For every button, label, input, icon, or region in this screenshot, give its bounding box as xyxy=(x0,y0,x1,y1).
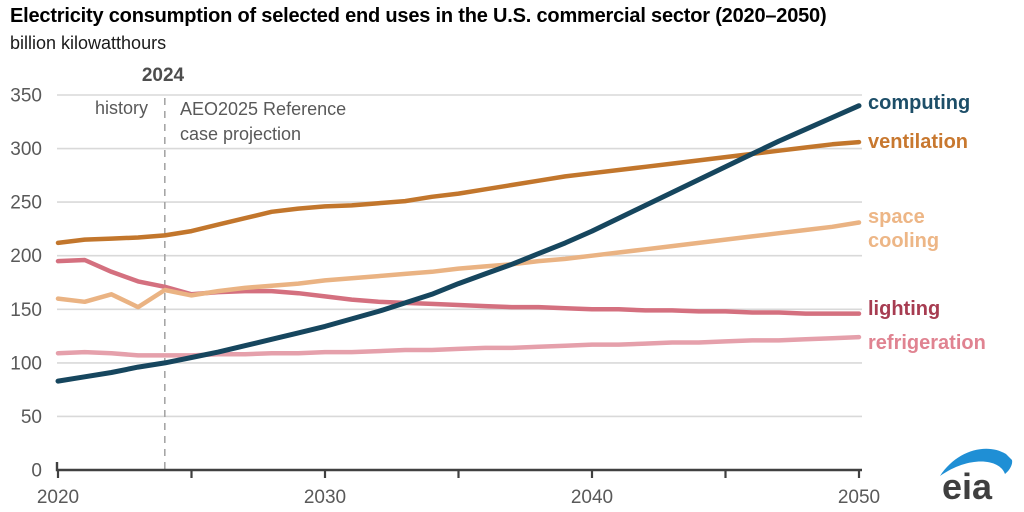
y-tick-label-250: 250 xyxy=(10,193,42,214)
y-tick-label-100: 100 xyxy=(10,353,42,374)
y-tick-label-50: 50 xyxy=(21,407,42,428)
x-tick-label-2040: 2040 xyxy=(571,487,613,508)
chart-title: Electricity consumption of selected end … xyxy=(10,5,827,27)
x-tick-label-2020: 2020 xyxy=(37,487,79,508)
series-line-computing xyxy=(55,103,862,384)
y-tick-label-0: 0 xyxy=(31,461,42,482)
projection-case-label: AEO2025 Reference case projection xyxy=(180,97,346,147)
series-label-line: ventilation xyxy=(868,131,969,154)
series-label-line: lighting xyxy=(868,297,941,320)
series-label-line: cooling xyxy=(868,229,940,252)
eia-logo-text: eia xyxy=(942,466,993,506)
chart-subtitle: billion kilowatthours xyxy=(10,33,167,53)
series-label-line: computing xyxy=(868,91,971,114)
series-label-computing: computing xyxy=(868,91,970,115)
series-line-space-cooling xyxy=(55,220,862,310)
eia-logo-swoosh xyxy=(940,448,1013,476)
series-line-ventilation xyxy=(55,139,862,246)
projection-label-line1: AEO2025 Reference xyxy=(180,99,347,119)
series-label-space-cooling: space cooling xyxy=(868,205,939,253)
y-tick-label-300: 300 xyxy=(10,139,42,160)
series-label-refrigeration: refrigeration xyxy=(868,331,986,355)
x-tick-label-2050: 2050 xyxy=(838,487,880,508)
y-tick-label-150: 150 xyxy=(10,300,42,321)
x-axis xyxy=(55,462,862,472)
series-label-line: space xyxy=(868,205,925,228)
x-tick-label-2030: 2030 xyxy=(304,487,346,508)
projection-label-line2: case projection xyxy=(180,124,302,144)
series-line-refrigeration xyxy=(55,334,862,358)
y-tick-label-200: 200 xyxy=(10,246,42,267)
eia-logo: eia xyxy=(940,448,1013,506)
y-tick-label-350: 350 xyxy=(10,86,42,107)
series-label-line: refrigeration xyxy=(868,332,986,355)
divider-year-label: 2024 xyxy=(141,65,185,86)
history-label: history xyxy=(94,98,148,118)
series-label-lighting: lighting xyxy=(868,297,940,321)
series-label-ventilation: ventilation xyxy=(868,130,968,154)
